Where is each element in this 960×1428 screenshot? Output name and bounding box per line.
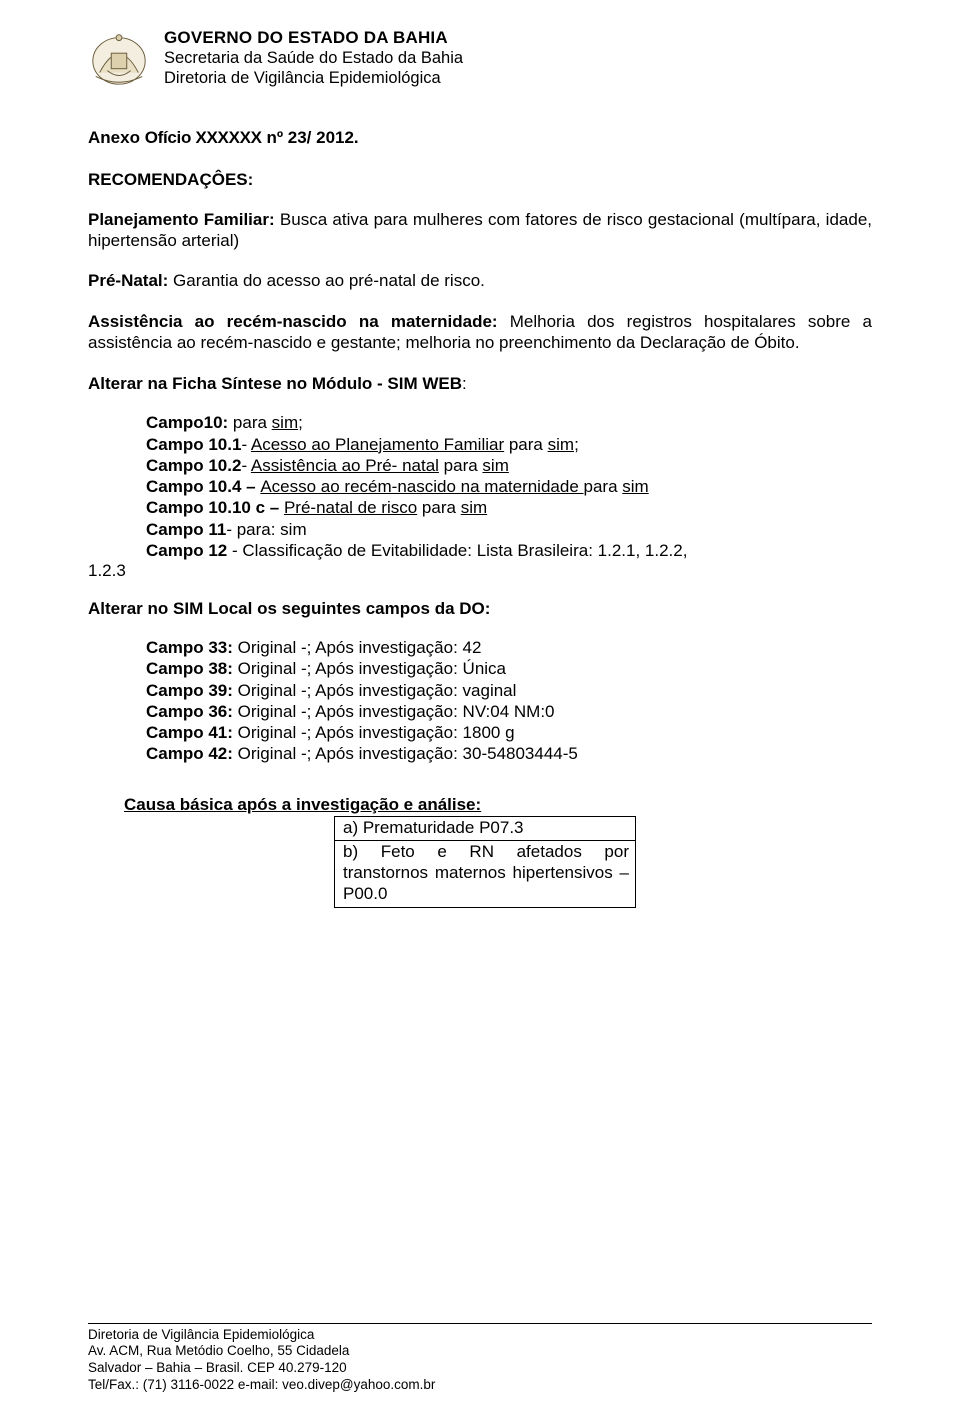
campo12-text: - Classificação de Evitabilidade: Lista … xyxy=(227,541,687,560)
secretaria-name: Secretaria da Saúde do Estado da Bahia xyxy=(164,49,463,68)
causa-heading: Causa básica após a investigação e análi… xyxy=(88,795,872,815)
campo101-u2: sim xyxy=(548,435,574,454)
state-crest-icon xyxy=(88,28,150,90)
planejamento-paragraph: Planejamento Familiar: Busca ativa para … xyxy=(88,210,872,251)
campo1010c-label: Campo 10.10 c – xyxy=(146,498,284,517)
campo101-u1: Acesso ao Planejamento Familiar xyxy=(251,435,504,454)
campo101-label: Campo 10.1 xyxy=(146,435,241,454)
campo1010c-u1: Pré-natal de risco xyxy=(284,498,417,517)
campo33-text: Original -; Após investigação: 42 xyxy=(233,638,482,657)
causa-table: a) Prematuridade P07.3 b) Feto e RN afet… xyxy=(334,816,636,908)
campo39-text: Original -; Após investigação: vaginal xyxy=(233,681,517,700)
causa-row-a: a) Prematuridade P07.3 xyxy=(335,816,636,841)
campo36-text: Original -; Após investigação: NV:04 NM:… xyxy=(233,702,555,721)
prenatal-label: Pré-Natal: xyxy=(88,271,168,290)
prenatal-paragraph: Pré-Natal: Garantia do acesso ao pré-nat… xyxy=(88,271,872,292)
campo101-d: - xyxy=(241,435,250,454)
campo42-label: Campo 42: xyxy=(146,744,233,763)
alterar-ficha-heading: Alterar na Ficha Síntese no Módulo - SIM… xyxy=(88,374,872,395)
campo11-label: Campo 11 xyxy=(146,520,226,539)
campo104-label: Campo 10.4 – xyxy=(146,477,260,496)
campo10-text: para xyxy=(228,413,271,432)
campo12-trail: 1.2.3 xyxy=(88,561,872,581)
document-title: Anexo Ofício XXXXXX nº 23/ 2012. xyxy=(88,128,872,148)
diretoria-name: Diretoria de Vigilância Epidemiológica xyxy=(164,69,463,88)
campo10-val: sim xyxy=(272,413,298,432)
campo11-text: - para: sim xyxy=(226,520,306,539)
planejamento-label: Planejamento Familiar: xyxy=(88,210,275,229)
campo1010c-t2: para xyxy=(417,498,460,517)
campo102-d: - xyxy=(241,456,250,475)
campo1010c-row: Campo 10.10 c – Pré-natal de risco para … xyxy=(146,497,872,518)
campo10-label: Campo10: xyxy=(146,413,228,432)
letterhead: GOVERNO DO ESTADO DA BAHIA Secretaria da… xyxy=(88,28,872,90)
campo41-row: Campo 41: Original -; Após investigação:… xyxy=(146,722,872,743)
anexo-label: Anexo xyxy=(88,128,145,147)
oficio-number: nº 23/ 2012. xyxy=(262,128,359,147)
footer-line2: Av. ACM, Rua Metódio Coelho, 55 Cidadela xyxy=(88,1343,872,1360)
causa-row-b: b) Feto e RN afetados por transtornos ma… xyxy=(335,841,636,907)
campo1010c-u2: sim xyxy=(461,498,487,517)
campo102-u2: sim xyxy=(482,456,508,475)
campo33-label: Campo 33: xyxy=(146,638,233,657)
campo104-u1: Acesso ao recém-nascido na maternidade xyxy=(260,477,583,496)
campo101-row: Campo 10.1- Acesso ao Planejamento Famil… xyxy=(146,434,872,455)
campo41-text: Original -; Após investigação: 1800 g xyxy=(233,723,515,742)
campo36-label: Campo 36: xyxy=(146,702,233,721)
campo12-label: Campo 12 xyxy=(146,541,227,560)
assistencia-label: Assistência ao recém-nascido na maternid… xyxy=(88,312,498,331)
campos-do-block: Campo 33: Original -; Após investigação:… xyxy=(88,637,872,765)
campo38-text: Original -; Após investigação: Única xyxy=(233,659,506,678)
campo102-label: Campo 10.2 xyxy=(146,456,241,475)
assistencia-paragraph: Assistência ao recém-nascido na maternid… xyxy=(88,312,872,353)
campo39-row: Campo 39: Original -; Após investigação:… xyxy=(146,680,872,701)
campo104-row: Campo 10.4 – Acesso ao recém-nascido na … xyxy=(146,476,872,497)
footer-line4: Tel/Fax.: (71) 3116-0022 e-mail: veo.div… xyxy=(88,1377,872,1394)
footer-line1: Diretoria de Vigilância Epidemiológica xyxy=(88,1327,872,1344)
campo102-row: Campo 10.2- Assistência ao Pré- natal pa… xyxy=(146,455,872,476)
recomendacoes-heading: RECOMENDAÇÔES: xyxy=(88,170,872,190)
alterar-sim-heading: Alterar no SIM Local os seguintes campos… xyxy=(88,599,872,619)
campo104-u2: sim xyxy=(622,477,648,496)
campo42-text: Original -; Após investigação: 30-548034… xyxy=(233,744,578,763)
campo101-end: ; xyxy=(574,435,579,454)
campo12-row: Campo 12 - Classificação de Evitabilidad… xyxy=(146,540,872,561)
campo39-label: Campo 39: xyxy=(146,681,233,700)
campo38-row: Campo 38: Original -; Após investigação:… xyxy=(146,658,872,679)
footer-line3: Salvador – Bahia – Brasil. CEP 40.279-12… xyxy=(88,1360,872,1377)
campo33-row: Campo 33: Original -; Após investigação:… xyxy=(146,637,872,658)
campo10-end: ; xyxy=(298,413,303,432)
campo41-label: Campo 41: xyxy=(146,723,233,742)
gov-name: GOVERNO DO ESTADO DA BAHIA xyxy=(164,28,463,48)
campo38-label: Campo 38: xyxy=(146,659,233,678)
campo101-t2: para xyxy=(504,435,547,454)
campo11-row: Campo 11- para: sim xyxy=(146,519,872,540)
prenatal-text: Garantia do acesso ao pré-natal de risco… xyxy=(168,271,485,290)
oficio-label: Ofício XXXXXX xyxy=(145,128,262,147)
campo102-t2: para xyxy=(439,456,482,475)
campo42-row: Campo 42: Original -; Após investigação:… xyxy=(146,743,872,764)
page-footer: Diretoria de Vigilância Epidemiológica A… xyxy=(88,1323,872,1395)
campo36-row: Campo 36: Original -; Após investigação:… xyxy=(146,701,872,722)
alterar-ficha-colon: : xyxy=(462,374,467,393)
campo104-t2: para xyxy=(584,477,623,496)
campos-web-block: Campo10: para sim; Campo 10.1- Acesso ao… xyxy=(88,412,872,561)
campo10-row: Campo10: para sim; xyxy=(146,412,872,433)
alterar-ficha-label: Alterar na Ficha Síntese no Módulo - SIM… xyxy=(88,374,462,393)
campo102-u1: Assistência ao Pré- natal xyxy=(251,456,439,475)
letterhead-text: GOVERNO DO ESTADO DA BAHIA Secretaria da… xyxy=(164,28,463,88)
